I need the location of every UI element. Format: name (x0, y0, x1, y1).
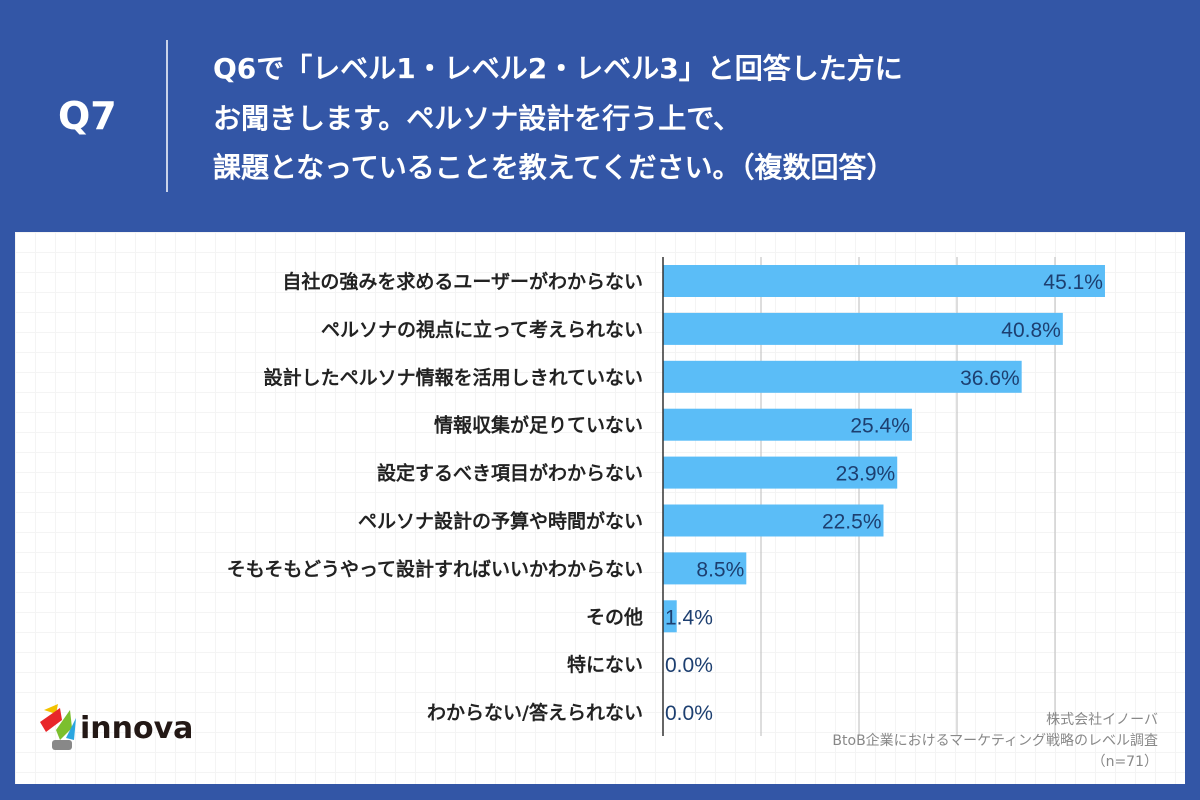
category-label: 情報収集が足りていない (434, 414, 643, 437)
data-label: 0.0% (665, 654, 713, 677)
data-label: 36.6% (960, 367, 1020, 390)
bar (663, 600, 677, 633)
bar (663, 456, 898, 489)
sample-size: （n=71） (1091, 754, 1158, 770)
category-label: その他 (586, 605, 643, 628)
category-label: そもそもどうやって設計すればいいかわからない (227, 557, 643, 580)
category-label: ペルソナの視点に立って考えられない (321, 318, 643, 341)
category-label: 特にない (567, 654, 643, 676)
category-label: わからない/答えられない (427, 701, 643, 724)
category-label: ペルソナ設計の予算や時間がない (358, 510, 643, 533)
data-label: 40.8% (1001, 319, 1061, 342)
innova-logo: innova (40, 704, 193, 750)
data-label: 8.5% (696, 558, 744, 581)
data-label: 0.0% (665, 702, 713, 725)
question-title: Q6で「レベル1・レベル2・レベル3」と回答した方に お聞きします。ペルソナ設計… (213, 52, 903, 184)
data-label: 25.4% (850, 415, 910, 438)
bar (663, 504, 884, 537)
bar (663, 265, 1105, 297)
bar (663, 552, 747, 585)
category-label: 設定するべき項目がわからない (377, 462, 643, 485)
credit: 株式会社イノーバ BtoB企業におけるマーケティング戦略のレベル調査 （n=71… (832, 710, 1158, 773)
bar (663, 312, 1063, 345)
logo-text: innova (80, 711, 193, 746)
data-label: 1.4% (665, 606, 713, 629)
category-label: 自社の強みを求めるユーザーがわからない (282, 270, 643, 293)
company-name: 株式会社イノーバ (1046, 712, 1158, 728)
bar (663, 408, 912, 441)
data-label: 45.1% (1043, 271, 1103, 294)
survey-name: BtoB企業におけるマーケティング戦略のレベル調査 (832, 733, 1158, 749)
data-label: 22.5% (822, 511, 882, 534)
question-number: Q7 (58, 94, 117, 138)
category-label: 設計したペルソナ情報を活用しきれていない (264, 366, 643, 389)
header-divider (166, 40, 168, 192)
bar (663, 360, 1022, 393)
data-label: 23.9% (836, 463, 896, 486)
